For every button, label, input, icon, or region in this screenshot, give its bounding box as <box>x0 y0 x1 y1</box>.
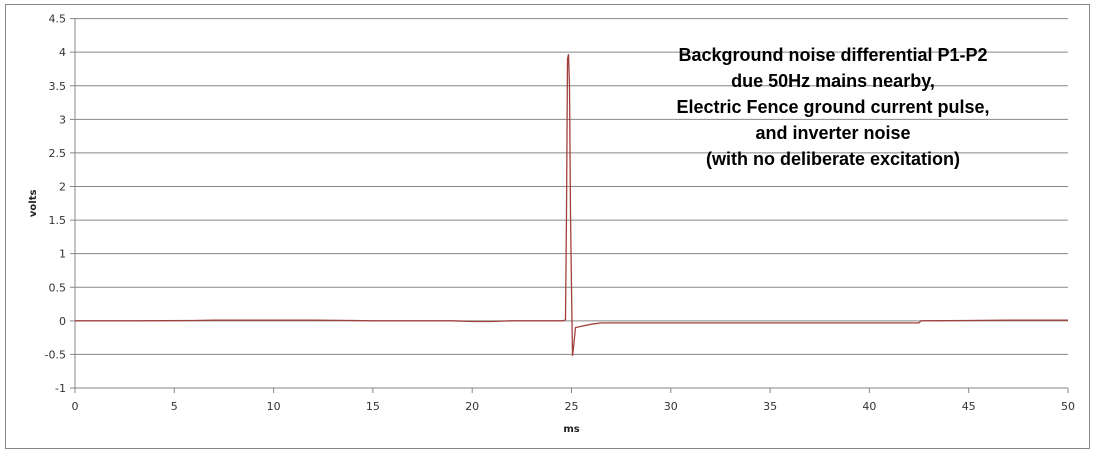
title-line: due 50Hz mains nearby, <box>731 71 935 91</box>
title-line: Electric Fence ground current pulse, <box>676 97 990 117</box>
title-line: Background noise differential P1-P2 <box>678 45 988 65</box>
title-line: and inverter noise <box>755 123 911 143</box>
y-tick-label: 1.5 <box>49 214 67 227</box>
y-tick-label: 1 <box>59 248 66 261</box>
x-tick-label: 10 <box>267 400 281 413</box>
x-tick-label: 45 <box>962 400 976 413</box>
x-tick-label: 0 <box>72 400 79 413</box>
x-tick-label: 5 <box>171 400 178 413</box>
title-line: (with no deliberate excitation) <box>705 149 961 169</box>
y-tick-label: 3 <box>59 113 66 126</box>
x-tick-label: 35 <box>763 400 777 413</box>
y-axis-label: volts <box>28 189 39 217</box>
y-tick-label: 0 <box>59 315 66 328</box>
y-tick-label: 4.5 <box>49 13 67 26</box>
x-tick-label: 15 <box>366 400 380 413</box>
series-line <box>75 54 1068 356</box>
x-axis-label: ms <box>563 424 579 435</box>
x-tick-label: 40 <box>862 400 876 413</box>
chart-annotation-title: Background noise differential P1-P2 due … <box>628 42 1038 172</box>
chart-frame <box>5 4 1090 449</box>
y-tick-label: 2.5 <box>49 147 67 160</box>
y-tick-label: 2 <box>59 181 66 194</box>
y-tick-label: 0.5 <box>49 281 67 294</box>
y-tick-label: 4 <box>59 46 66 59</box>
x-tick-label: 30 <box>664 400 678 413</box>
y-tick-label: -1 <box>55 382 66 395</box>
y-tick-label: 3.5 <box>49 80 67 93</box>
y-tick-label: -0.5 <box>45 348 66 361</box>
x-tick-label: 20 <box>465 400 479 413</box>
x-tick-label: 25 <box>565 400 579 413</box>
x-tick-label: 50 <box>1061 400 1075 413</box>
